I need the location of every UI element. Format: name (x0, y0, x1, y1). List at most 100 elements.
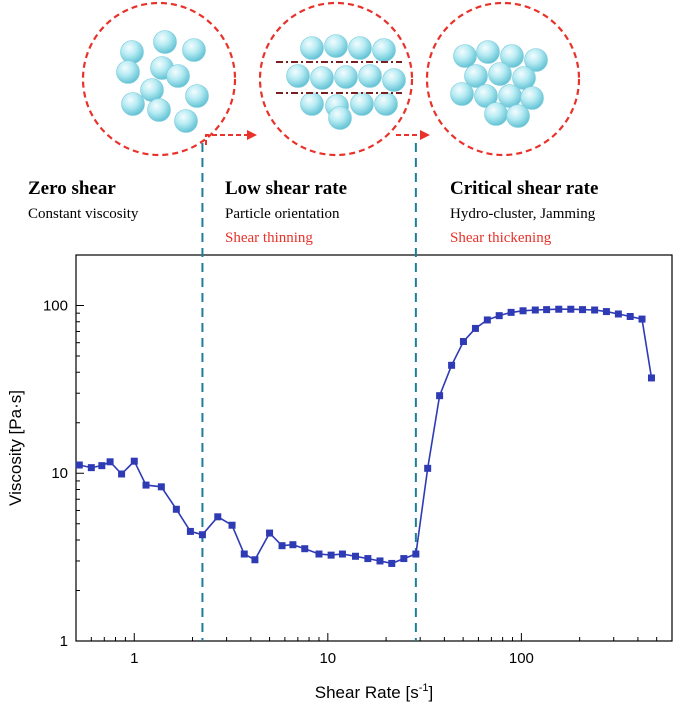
viscosity-series (75, 305, 655, 567)
data-point (75, 461, 83, 469)
transition-arrow-2 (396, 130, 430, 140)
particle (464, 64, 488, 88)
particle (140, 78, 164, 102)
data-point (364, 555, 372, 563)
particle (324, 34, 348, 58)
region-effect-low-shear: Shear thinning (225, 230, 313, 246)
data-point (591, 306, 599, 314)
data-point (626, 312, 634, 320)
data-point (157, 483, 165, 491)
data-point (98, 462, 106, 470)
illustration-low-shear (258, 1, 414, 157)
data-point (251, 556, 259, 564)
data-point (240, 550, 248, 558)
axis-ticks: 1 10 100 1 10 100 (43, 254, 673, 667)
x-tick-label: 1 (130, 650, 138, 667)
particle (185, 84, 209, 108)
particle (166, 64, 190, 88)
particle (328, 106, 352, 130)
data-point (198, 531, 206, 539)
data-point (388, 559, 396, 567)
data-point (495, 312, 503, 320)
data-point (647, 374, 655, 382)
data-point (448, 361, 456, 369)
critical-shear-circle (425, 1, 581, 157)
data-point (352, 552, 360, 560)
data-point (327, 551, 335, 559)
data-point (315, 550, 323, 558)
data-point (424, 464, 432, 472)
data-point (266, 529, 274, 537)
data-point (214, 513, 222, 521)
data-point (87, 464, 95, 472)
y-tick-label: 1 (60, 633, 68, 650)
x-axis-label: Shear Rate [s-1] (315, 682, 433, 702)
particle (382, 68, 406, 92)
y-tick-label: 10 (51, 465, 68, 482)
data-point (118, 470, 126, 478)
data-point (376, 557, 384, 565)
particle (506, 104, 530, 128)
y-tick-label: 100 (43, 297, 68, 314)
particle (300, 92, 324, 116)
low-shear-circle (258, 1, 414, 157)
data-point (543, 306, 551, 314)
y-axis-label: Viscosity [Pa·s] (6, 390, 25, 506)
data-point (142, 481, 150, 489)
data-point (186, 527, 194, 535)
data-point (602, 308, 610, 316)
region-subtitle-zero-shear: Constant viscosity (28, 206, 139, 222)
particle (374, 92, 398, 116)
particle (153, 30, 177, 54)
data-point (579, 306, 587, 314)
region-labels: Zero shear Constant viscosity Low shear … (28, 178, 598, 246)
data-point (531, 306, 539, 314)
data-point (278, 542, 286, 550)
region-subtitle-critical-shear: Hydro-cluster, Jamming (450, 206, 596, 222)
particle (120, 40, 144, 64)
data-point (519, 307, 527, 315)
data-point (436, 392, 444, 400)
particle (300, 36, 324, 60)
particle (348, 36, 372, 60)
region-subtitle-low-shear: Particle orientation (225, 206, 340, 222)
particle (182, 38, 206, 62)
data-point (301, 545, 309, 553)
particle (116, 60, 140, 84)
particle (334, 65, 358, 89)
particle (350, 92, 374, 116)
data-point (338, 550, 346, 558)
particle (520, 86, 544, 110)
plot-frame (75, 254, 673, 642)
particle (453, 44, 477, 68)
particle (121, 92, 145, 116)
data-point (471, 324, 479, 332)
data-point (507, 308, 515, 316)
region-title-zero-shear: Zero shear (28, 178, 116, 199)
region-title-low-shear: Low shear rate (225, 178, 347, 199)
particle (286, 64, 310, 88)
x-tick-label: 10 (319, 650, 336, 667)
particle (147, 98, 171, 122)
data-point (567, 305, 575, 313)
illustration-critical-shear (425, 1, 581, 157)
data-point (614, 310, 622, 318)
particle (524, 48, 548, 72)
region-effect-critical-shear: Shear thickening (450, 230, 552, 246)
illustration-zero-shear (81, 1, 237, 157)
particle (488, 62, 512, 86)
data-point (228, 521, 236, 529)
data-point (555, 305, 563, 313)
particle (372, 38, 396, 62)
particle (450, 82, 474, 106)
data-point (483, 316, 491, 324)
data-point (459, 338, 467, 346)
region-title-critical-shear: Critical shear rate (450, 178, 598, 199)
particle (474, 84, 498, 108)
region-boundaries (201, 143, 417, 641)
data-point (412, 550, 420, 558)
particle-group-aligned (286, 34, 406, 130)
data-point (172, 505, 180, 513)
data-point (289, 541, 297, 549)
particle-group-cluster (450, 40, 548, 128)
